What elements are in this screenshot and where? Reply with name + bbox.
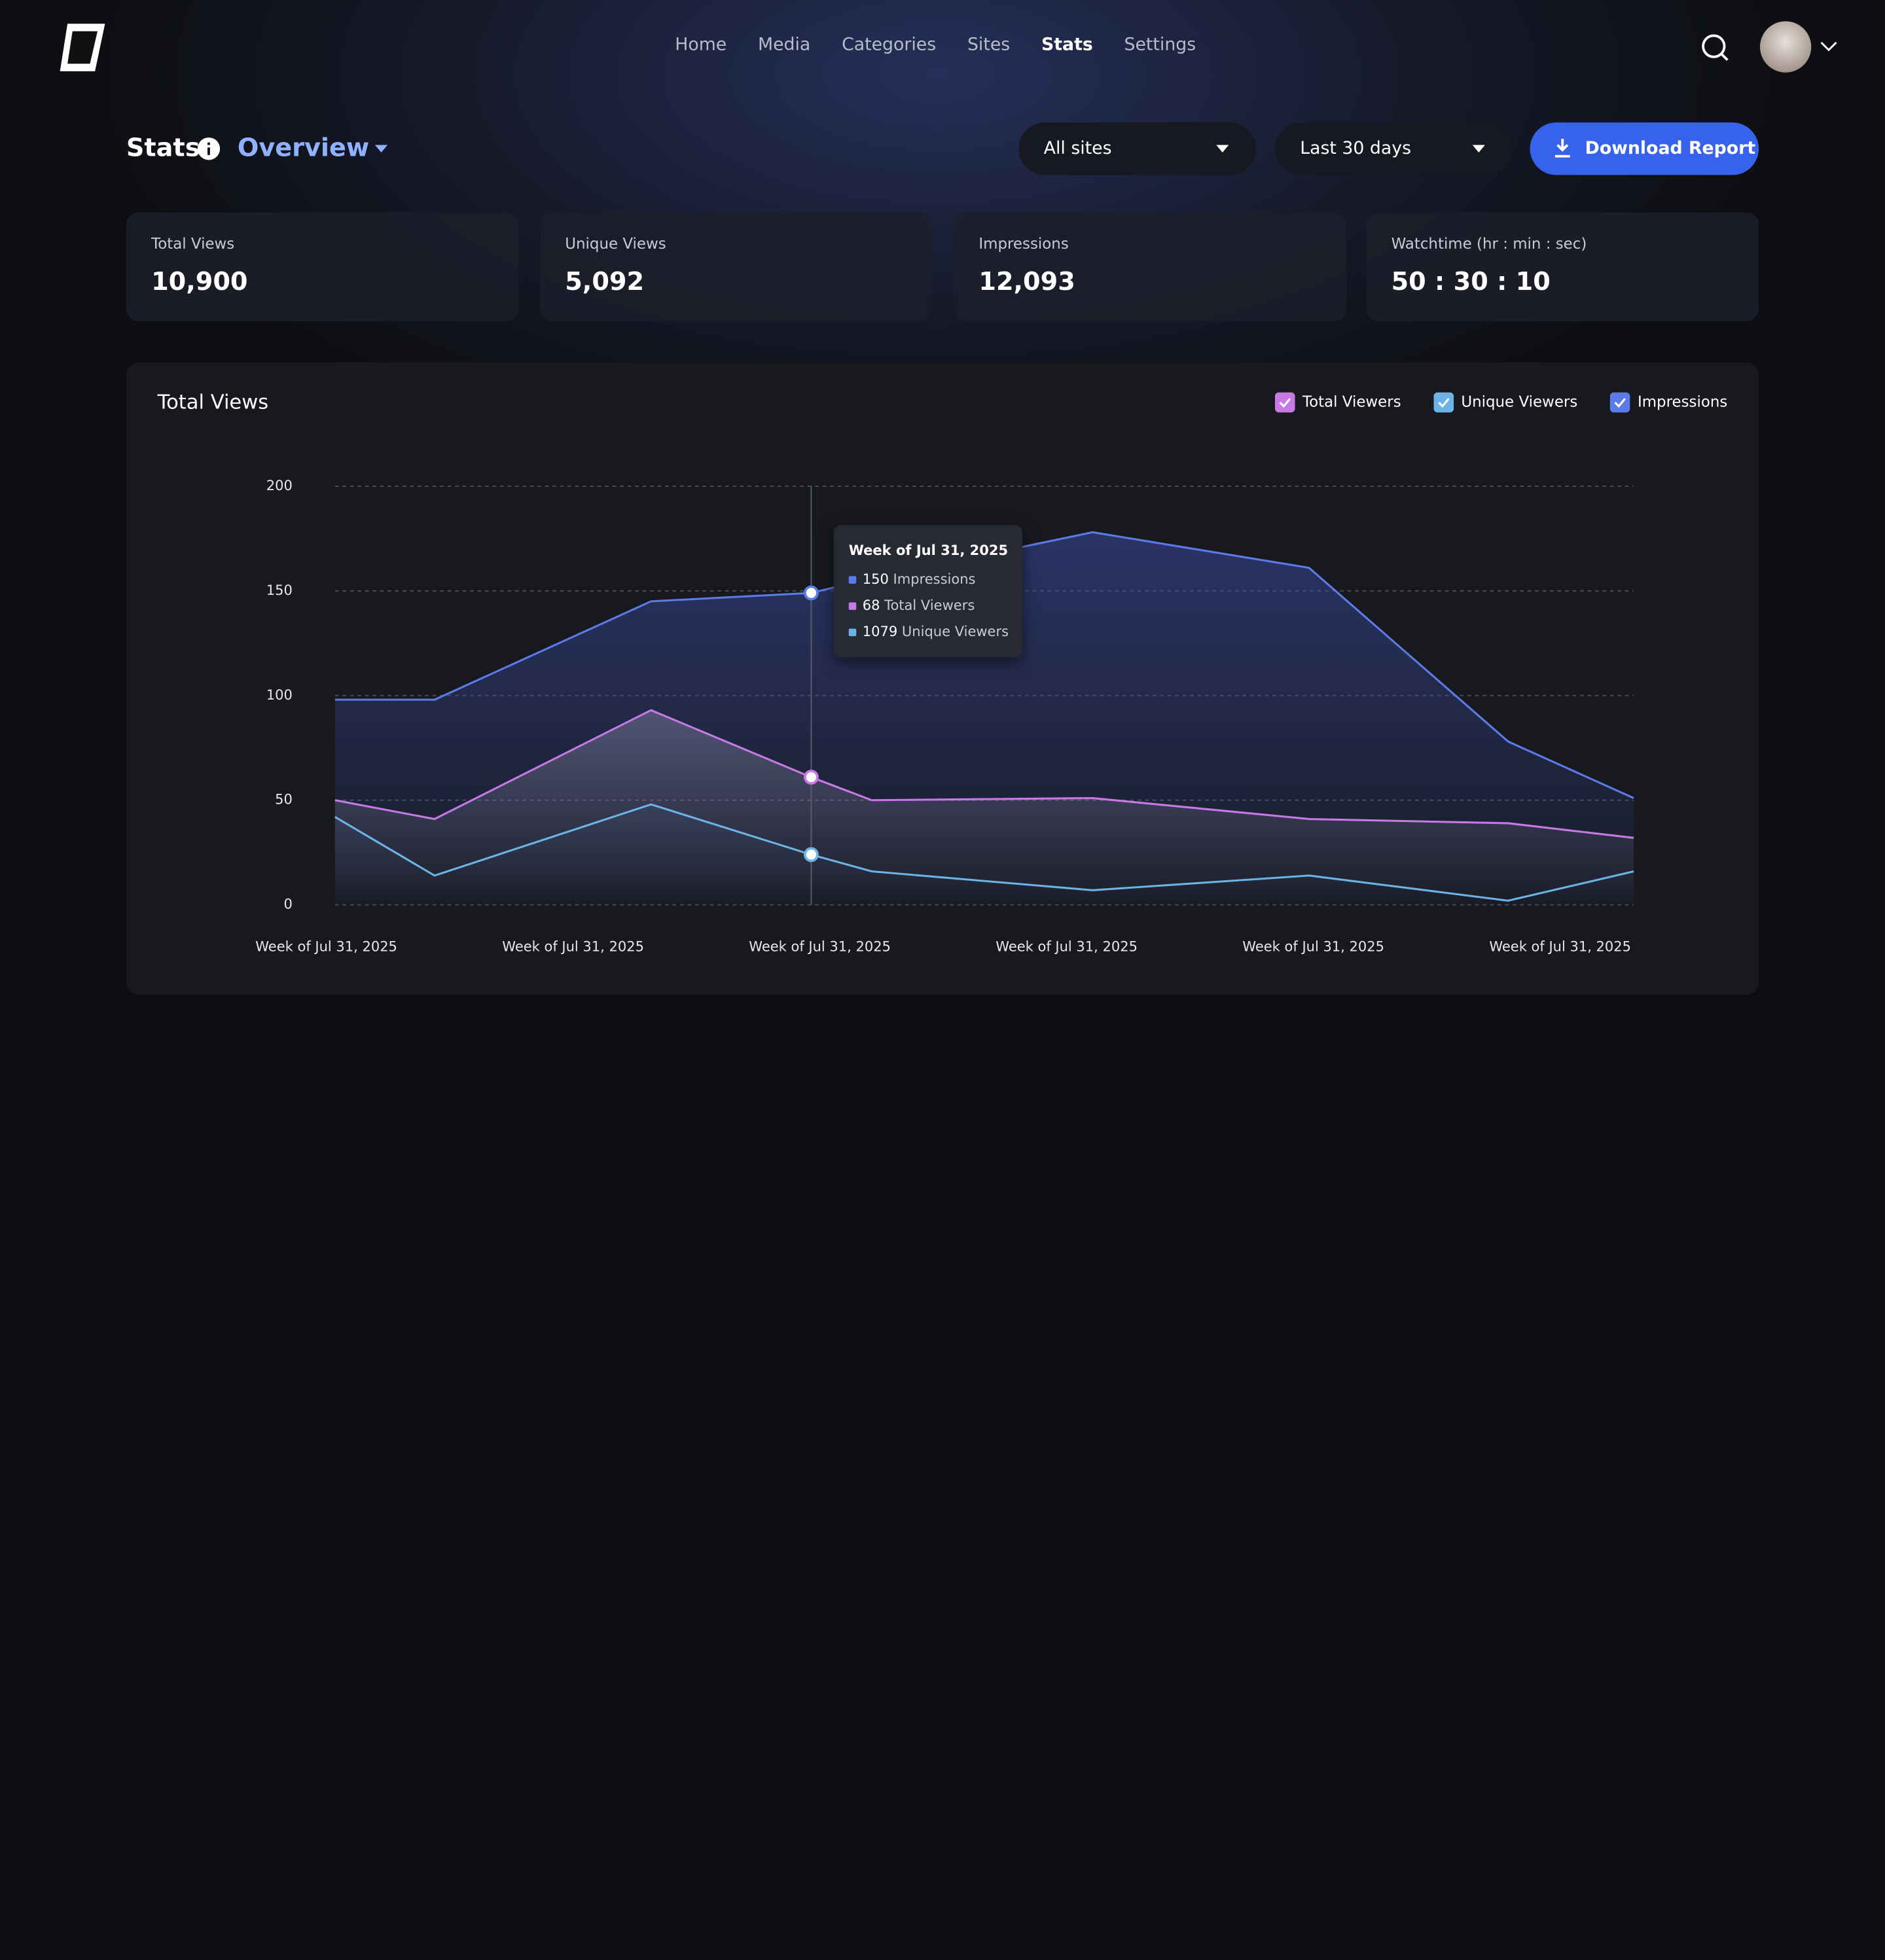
nav-item[interactable]: Home bbox=[675, 35, 727, 56]
legend: Total Viewers Unique Viewers Impressions bbox=[1274, 392, 1728, 413]
nav-item[interactable]: Categories bbox=[842, 35, 937, 56]
x-tick-label: Week of Jul 31, 2025 bbox=[255, 939, 397, 955]
x-tick-label: Week of Jul 31, 2025 bbox=[502, 939, 644, 955]
legend-label: Total Viewers bbox=[1302, 393, 1401, 411]
legend-label: Unique Viewers bbox=[1461, 393, 1578, 411]
hover-dot bbox=[803, 847, 819, 863]
stat-label: Total Views bbox=[151, 235, 235, 253]
legend-checkbox bbox=[1433, 392, 1454, 413]
stat-card: Unique Views 5,092 bbox=[540, 212, 931, 321]
legend-checkbox bbox=[1609, 392, 1630, 413]
stat-card: Watchtime (hr : min : sec) 50 : 30 : 10 bbox=[1366, 212, 1759, 321]
range-select[interactable]: Last 30 days bbox=[1274, 122, 1513, 175]
stat-value: 5,092 bbox=[565, 266, 645, 296]
tooltip-row: 1079 Unique Viewers bbox=[848, 623, 1009, 640]
tooltip-dot bbox=[848, 628, 857, 637]
stat-value: 12,093 bbox=[978, 266, 1075, 296]
x-tick-label: Week of Jul 31, 2025 bbox=[1242, 939, 1384, 955]
nav-item[interactable]: Stats bbox=[1041, 35, 1093, 56]
tooltip-dot bbox=[848, 576, 857, 584]
tooltip-value: 1079 bbox=[862, 623, 898, 640]
download-button[interactable]: Download Report bbox=[1530, 122, 1759, 175]
hover-dot bbox=[803, 585, 819, 601]
line bbox=[334, 709, 1634, 839]
logo[interactable] bbox=[58, 21, 107, 73]
range-select-label: Last 30 days bbox=[1300, 138, 1412, 159]
info-icon[interactable] bbox=[197, 137, 221, 160]
tooltip-row: 68 Total Viewers bbox=[848, 597, 975, 614]
tooltip: Week of Jul 31, 2025 150 Impressions 68 T… bbox=[833, 525, 1023, 658]
view-select[interactable]: Overview bbox=[237, 132, 370, 163]
legend-item[interactable]: Impressions bbox=[1609, 392, 1728, 413]
stat-card: Impressions 12,093 bbox=[954, 212, 1346, 321]
x-tick-label: Week of Jul 31, 2025 bbox=[996, 939, 1138, 955]
chart-title: Total Views bbox=[157, 389, 269, 414]
tooltip-dot bbox=[848, 602, 857, 610]
y-tick-label: 200 bbox=[266, 478, 293, 493]
y-tick-label: 150 bbox=[266, 582, 293, 598]
stat-label: Impressions bbox=[978, 235, 1069, 253]
download-label: Download Report bbox=[1585, 138, 1756, 159]
stat-label: Unique Views bbox=[565, 235, 666, 253]
search-icon[interactable] bbox=[1700, 33, 1730, 63]
x-tick-label: Week of Jul 31, 2025 bbox=[1489, 939, 1631, 955]
nav-item[interactable]: Sites bbox=[967, 35, 1011, 56]
avatar-caret[interactable] bbox=[1820, 40, 1838, 52]
caret bbox=[374, 145, 388, 152]
stat-label: Watchtime (hr : min : sec) bbox=[1391, 235, 1587, 253]
tooltip-title: Week of Jul 31, 2025 bbox=[848, 542, 1009, 559]
nav: Home Media Categories Sites Stats Settings bbox=[675, 35, 1196, 55]
page-title: Stats bbox=[126, 132, 200, 163]
avatar[interactable] bbox=[1759, 21, 1812, 73]
nav-item[interactable]: Media bbox=[757, 35, 811, 56]
tooltip-value: 150 bbox=[862, 571, 889, 588]
y-tick-label: 50 bbox=[275, 792, 293, 808]
area bbox=[334, 804, 1634, 905]
tooltip-name: Impressions bbox=[893, 571, 976, 588]
tooltip-value: 68 bbox=[862, 597, 880, 614]
stat-value: 50 : 30 : 10 bbox=[1391, 266, 1551, 296]
x-tick-label: Week of Jul 31, 2025 bbox=[749, 939, 891, 955]
site-select-label: All sites bbox=[1043, 138, 1112, 159]
legend-item[interactable]: Unique Viewers bbox=[1433, 392, 1578, 413]
tooltip-row: 150 Impressions bbox=[848, 571, 976, 588]
legend-checkbox bbox=[1274, 392, 1295, 413]
stat-card: Total Views 10,900 bbox=[126, 212, 519, 321]
stat-value: 10,900 bbox=[151, 266, 248, 296]
chart-card: Total Views Total Viewers Unique Viewers I… bbox=[126, 362, 1759, 995]
legend-item[interactable]: Total Viewers bbox=[1274, 392, 1401, 413]
site-select[interactable]: All sites bbox=[1018, 122, 1257, 175]
legend-label: Impressions bbox=[1637, 393, 1728, 411]
hover-dot bbox=[803, 770, 819, 785]
nav-item[interactable]: Settings bbox=[1124, 35, 1196, 56]
line bbox=[334, 803, 1634, 902]
tooltip-name: Total Viewers bbox=[884, 597, 975, 614]
tooltip-name: Unique Viewers bbox=[901, 623, 1009, 640]
y-tick-label: 0 bbox=[284, 897, 293, 912]
y-tick-label: 100 bbox=[266, 687, 293, 703]
